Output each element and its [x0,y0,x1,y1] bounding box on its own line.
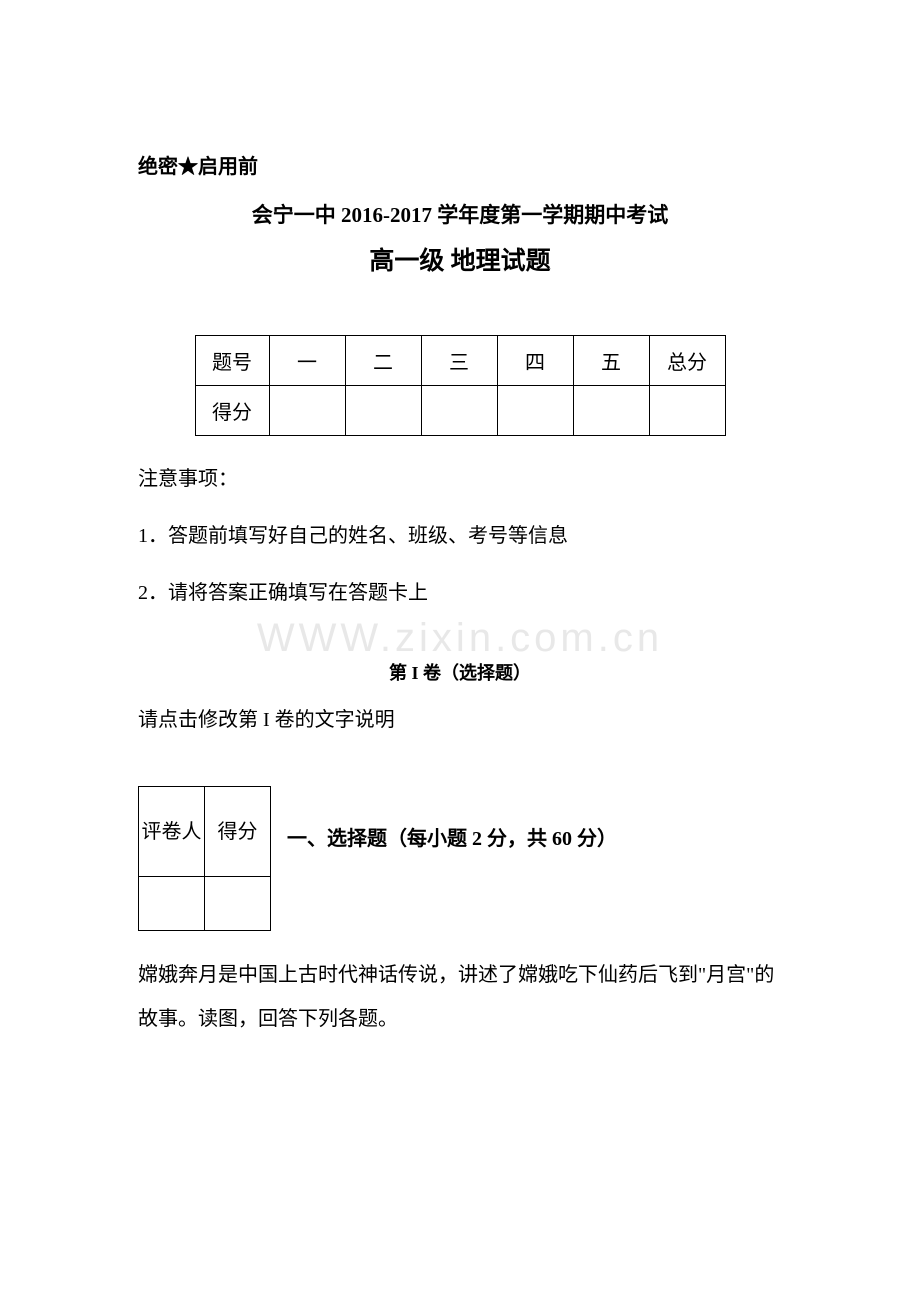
notice-item: 1．答题前填写好自己的姓名、班级、考号等信息 [138,519,782,548]
confidential-label: 绝密★启用前 [138,150,782,179]
table-cell [139,877,205,931]
exam-title-line1: 会宁一中 2016-2017 学年度第一学期期中考试 [138,199,782,229]
table-row: 得分 [195,386,725,436]
table-cell [649,386,725,436]
score-table: 题号 一 二 三 四 五 总分 得分 [195,335,726,436]
score-cell: 得分 [205,787,271,877]
grader-cell: 评卷人 [139,787,205,877]
table-header-cell: 题号 [195,336,269,386]
table-row: 评卷人 得分 [139,787,271,877]
table-cell: 得分 [195,386,269,436]
table-header-cell: 总分 [649,336,725,386]
notice-item: 2．请将答案正确填写在答题卡上 [138,576,782,605]
story-text: 嫦娥奔月是中国上古时代神话传说，讲述了嫦娥吃下仙药后飞到"月宫"的故事。读图，回… [138,953,782,1041]
exam-title-line2: 高一级 地理试题 [138,241,782,277]
table-cell [497,386,573,436]
table-row: 题号 一 二 三 四 五 总分 [195,336,725,386]
table-cell [345,386,421,436]
table-cell [269,386,345,436]
table-cell [205,877,271,931]
grader-table: 评卷人 得分 [138,786,271,931]
table-header-cell: 二 [345,336,421,386]
table-header-cell: 四 [497,336,573,386]
table-cell [421,386,497,436]
instruction-text: 请点击修改第 I 卷的文字说明 [138,703,782,732]
table-header-cell: 五 [573,336,649,386]
content-container: 绝密★启用前 会宁一中 2016-2017 学年度第一学期期中考试 高一级 地理… [138,150,782,1041]
notice-title: 注意事项： [138,462,782,491]
section-row: 评卷人 得分 一、选择题（每小题 2 分，共 60 分） [138,786,782,931]
table-header-cell: 三 [421,336,497,386]
table-row [139,877,271,931]
table-header-cell: 一 [269,336,345,386]
section-title: 一、选择题（每小题 2 分，共 60 分） [287,786,617,860]
table-cell [573,386,649,436]
part-label: 第 I 卷（选择题） [138,659,782,685]
